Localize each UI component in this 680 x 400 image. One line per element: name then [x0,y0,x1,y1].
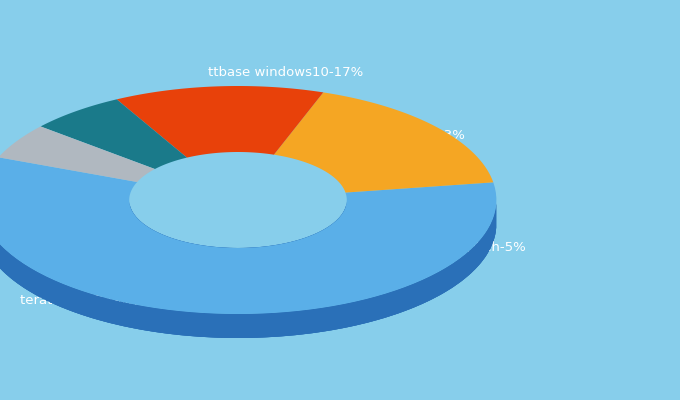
Text: teratailもりあがっtail？ 12問目 -58%: teratailもりあがっtail？ 12問目 -58% [20,294,213,306]
Polygon shape [274,92,493,192]
Polygon shape [129,203,347,272]
Text: ttbase windows10-17%: ttbase windows10-17% [208,66,363,78]
Polygon shape [129,202,347,272]
Polygon shape [0,157,496,314]
Text: 2chapiproxy-6%: 2chapiproxy-6% [381,194,488,206]
Polygon shape [0,204,496,338]
Polygon shape [0,196,496,338]
Polygon shape [0,208,496,338]
Text: テキストエディター『mery』2ch-5%: テキストエディター『mery』2ch-5% [354,242,526,254]
Polygon shape [0,126,155,182]
Polygon shape [41,99,187,169]
Text: leeyes 後継-13%: leeyes 後継-13% [367,130,465,142]
Polygon shape [117,86,323,158]
